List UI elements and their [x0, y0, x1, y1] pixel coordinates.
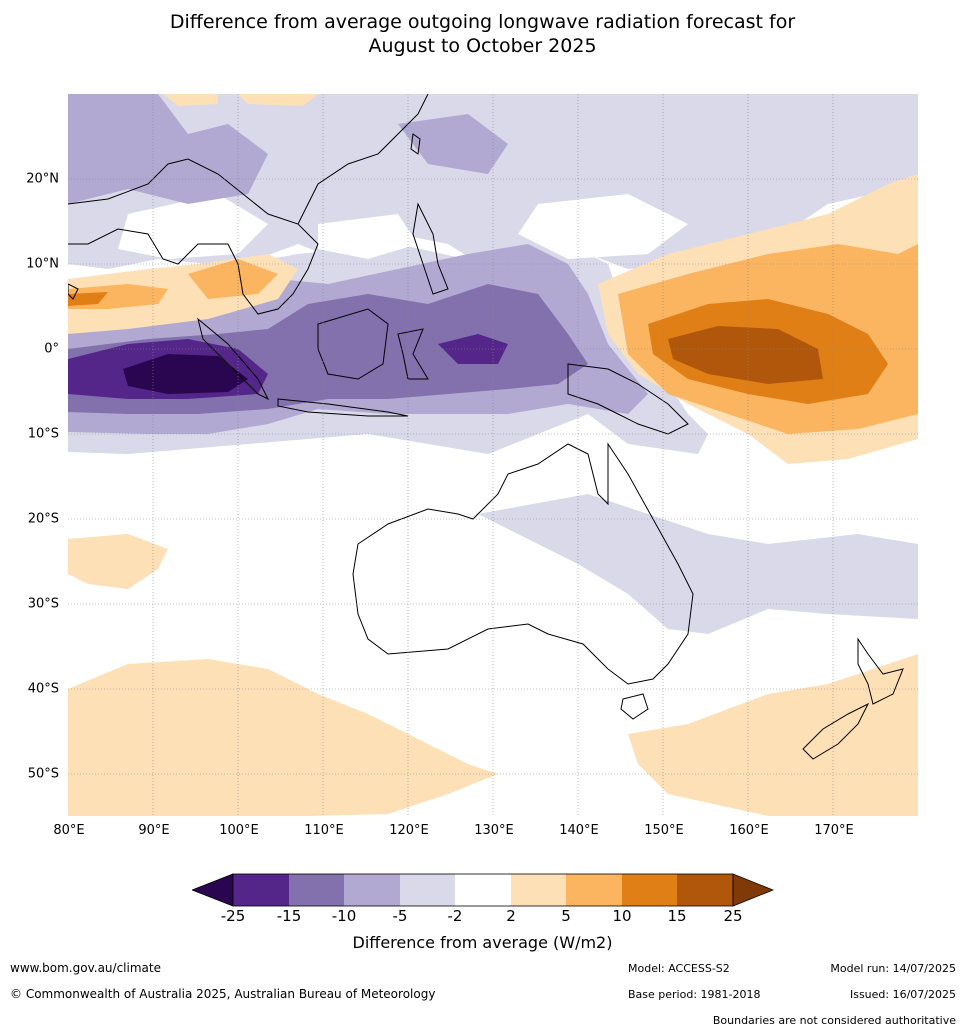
fill-neutral-3: [318, 214, 418, 259]
coastline-tasmania: [620, 693, 649, 720]
model-run-text: Model run: 14/07/2025: [830, 962, 956, 975]
title-line-2: August to October 2025: [368, 35, 597, 57]
fill-lt-orange-southeast: [628, 654, 918, 816]
fill-lt-orange-indian: [68, 534, 168, 589]
colorbar-tick-15: 15: [667, 907, 687, 925]
lon-label-100e: 100°E: [219, 823, 259, 838]
lat-label-40s: 40°S: [27, 681, 59, 697]
colorbar-swatch-neg5-neg2: [400, 874, 455, 906]
colorbar-tick-5: 5: [561, 907, 571, 925]
colorbar-swatch-15-25: [677, 874, 733, 906]
coastline-australia: [352, 442, 694, 685]
lat-label-0: 0°: [44, 341, 59, 357]
fill-mid-purple-2: [398, 114, 508, 174]
fill-mid-purple: [68, 94, 268, 204]
lon-label-140e: 140°E: [559, 823, 599, 838]
coastline-philippines: [412, 202, 449, 295]
lat-label-10n: 10°N: [26, 256, 59, 272]
anomaly-fill-layer: [68, 94, 918, 816]
coastline-sri-lanka: [68, 283, 79, 300]
colorbar-swatch-2-5: [511, 874, 566, 906]
colorbar-swatch-neg15-neg10: [289, 874, 344, 906]
coastline-borneo: [317, 308, 389, 380]
lon-label-160e: 160°E: [729, 823, 769, 838]
lat-label-20s: 20°S: [27, 511, 59, 527]
colorbar: [192, 873, 774, 907]
lon-label-110e: 110°E: [304, 823, 344, 838]
colorbar-tick-neg2: -2: [447, 907, 463, 925]
coastline-new-zealand-south: [802, 702, 870, 760]
fill-extreme-purple: [123, 354, 248, 394]
gridline-layer: [68, 94, 918, 816]
colorbar-swatch-neg2-2: [455, 874, 511, 906]
colorbar-tick-neg5: -5: [392, 907, 408, 925]
coastline-sumatra: [197, 317, 270, 401]
colorbar-outline: [232, 873, 734, 907]
colorbar-tick-10: 10: [612, 907, 632, 925]
colorbar-tick-25: 25: [723, 907, 743, 925]
base-period-text: Base period: 1981-2018: [628, 988, 761, 1001]
colorbar-tick-2: 2: [506, 907, 516, 925]
colorbar-extend-high: [732, 873, 774, 907]
fill-brown-pacific: [668, 326, 823, 384]
title-line-1: Difference from average outgoing longwav…: [169, 11, 796, 33]
colorbar-swatch-neg10-neg5: [344, 874, 400, 906]
fill-neutral-2: [518, 194, 688, 259]
colorbar-swatch-10-15: [622, 874, 677, 906]
lon-label-120e: 120°E: [389, 823, 429, 838]
colorbar-label: Difference from average (W/m2): [352, 933, 613, 952]
colorbar-tick-neg15: -15: [276, 907, 302, 925]
fill-orange-westnorth: [188, 259, 278, 299]
issued-text: Issued: 16/07/2025: [849, 988, 956, 1001]
lat-label-20n: 20°N: [26, 171, 59, 187]
coastline-sulawesi: [397, 328, 429, 380]
coastline-taiwan: [410, 133, 421, 155]
coastline-asia-mainland: [68, 94, 429, 315]
lon-label-130e: 130°E: [474, 823, 514, 838]
website-link[interactable]: www.bom.gov.au/climate: [10, 961, 161, 975]
map-panel: [68, 94, 918, 816]
lat-label-30s: 30°S: [27, 596, 59, 612]
colorbar-extend-low: [192, 873, 234, 907]
colorbar-tick-neg25: -25: [220, 907, 246, 925]
copyright-text: © Commonwealth of Australia 2025, Austra…: [10, 987, 436, 1001]
colorbar-swatch-5-10: [566, 874, 622, 906]
fill-lt-purple-australia: [478, 494, 918, 634]
colorbar-tick-neg10: -10: [331, 907, 357, 925]
coastline-java: [277, 398, 409, 417]
lon-label-150e: 150°E: [644, 823, 684, 838]
colorbar-swatch-neg25-neg15: [233, 874, 289, 906]
fill-lt-orange-topleft: [163, 94, 218, 106]
lat-label-10s: 10°S: [27, 426, 59, 442]
olr-anomaly-map: [68, 94, 918, 816]
lon-label-90e: 90°E: [138, 823, 170, 838]
coastline-new-zealand-north: [857, 637, 904, 705]
lat-label-50s: 50°S: [27, 766, 59, 782]
model-text: Model: ACCESS-S2: [628, 962, 730, 975]
coastline-layer: [68, 94, 904, 760]
disclaimer-text: Boundaries are not considered authoritat…: [712, 1014, 956, 1027]
map-title: Difference from average outgoing longwav…: [0, 10, 965, 58]
fill-lt-orange-top: [238, 94, 318, 106]
fill-dk-orange-west: [68, 292, 108, 306]
fill-neutral-1: [118, 194, 268, 259]
fill-lt-orange-south: [68, 659, 498, 816]
lon-label-80e: 80°E: [53, 823, 85, 838]
lon-label-170e: 170°E: [814, 823, 854, 838]
